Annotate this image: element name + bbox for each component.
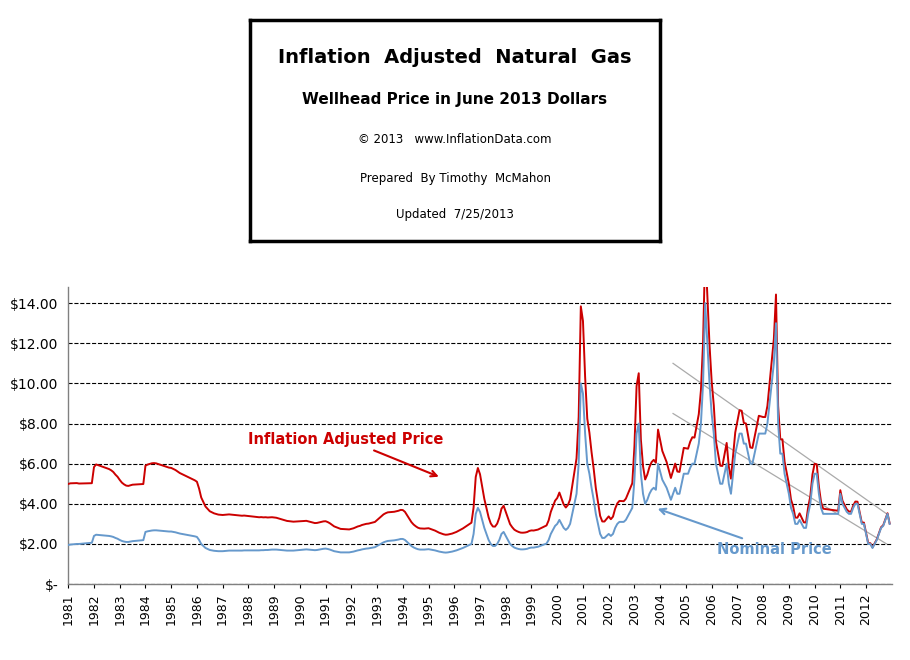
Text: Nominal Price: Nominal Price bbox=[660, 509, 832, 557]
Text: Prepared  By Timothy  McMahon: Prepared By Timothy McMahon bbox=[359, 172, 551, 185]
Text: © 2013   www.InflationData.com: © 2013 www.InflationData.com bbox=[359, 133, 551, 146]
Text: Inflation Adjusted Price: Inflation Adjusted Price bbox=[248, 432, 444, 477]
Text: Updated  7/25/2013: Updated 7/25/2013 bbox=[396, 208, 514, 221]
Text: Inflation  Adjusted  Natural  Gas: Inflation Adjusted Natural Gas bbox=[278, 48, 632, 67]
Text: Wellhead Price in June 2013 Dollars: Wellhead Price in June 2013 Dollars bbox=[302, 92, 608, 107]
